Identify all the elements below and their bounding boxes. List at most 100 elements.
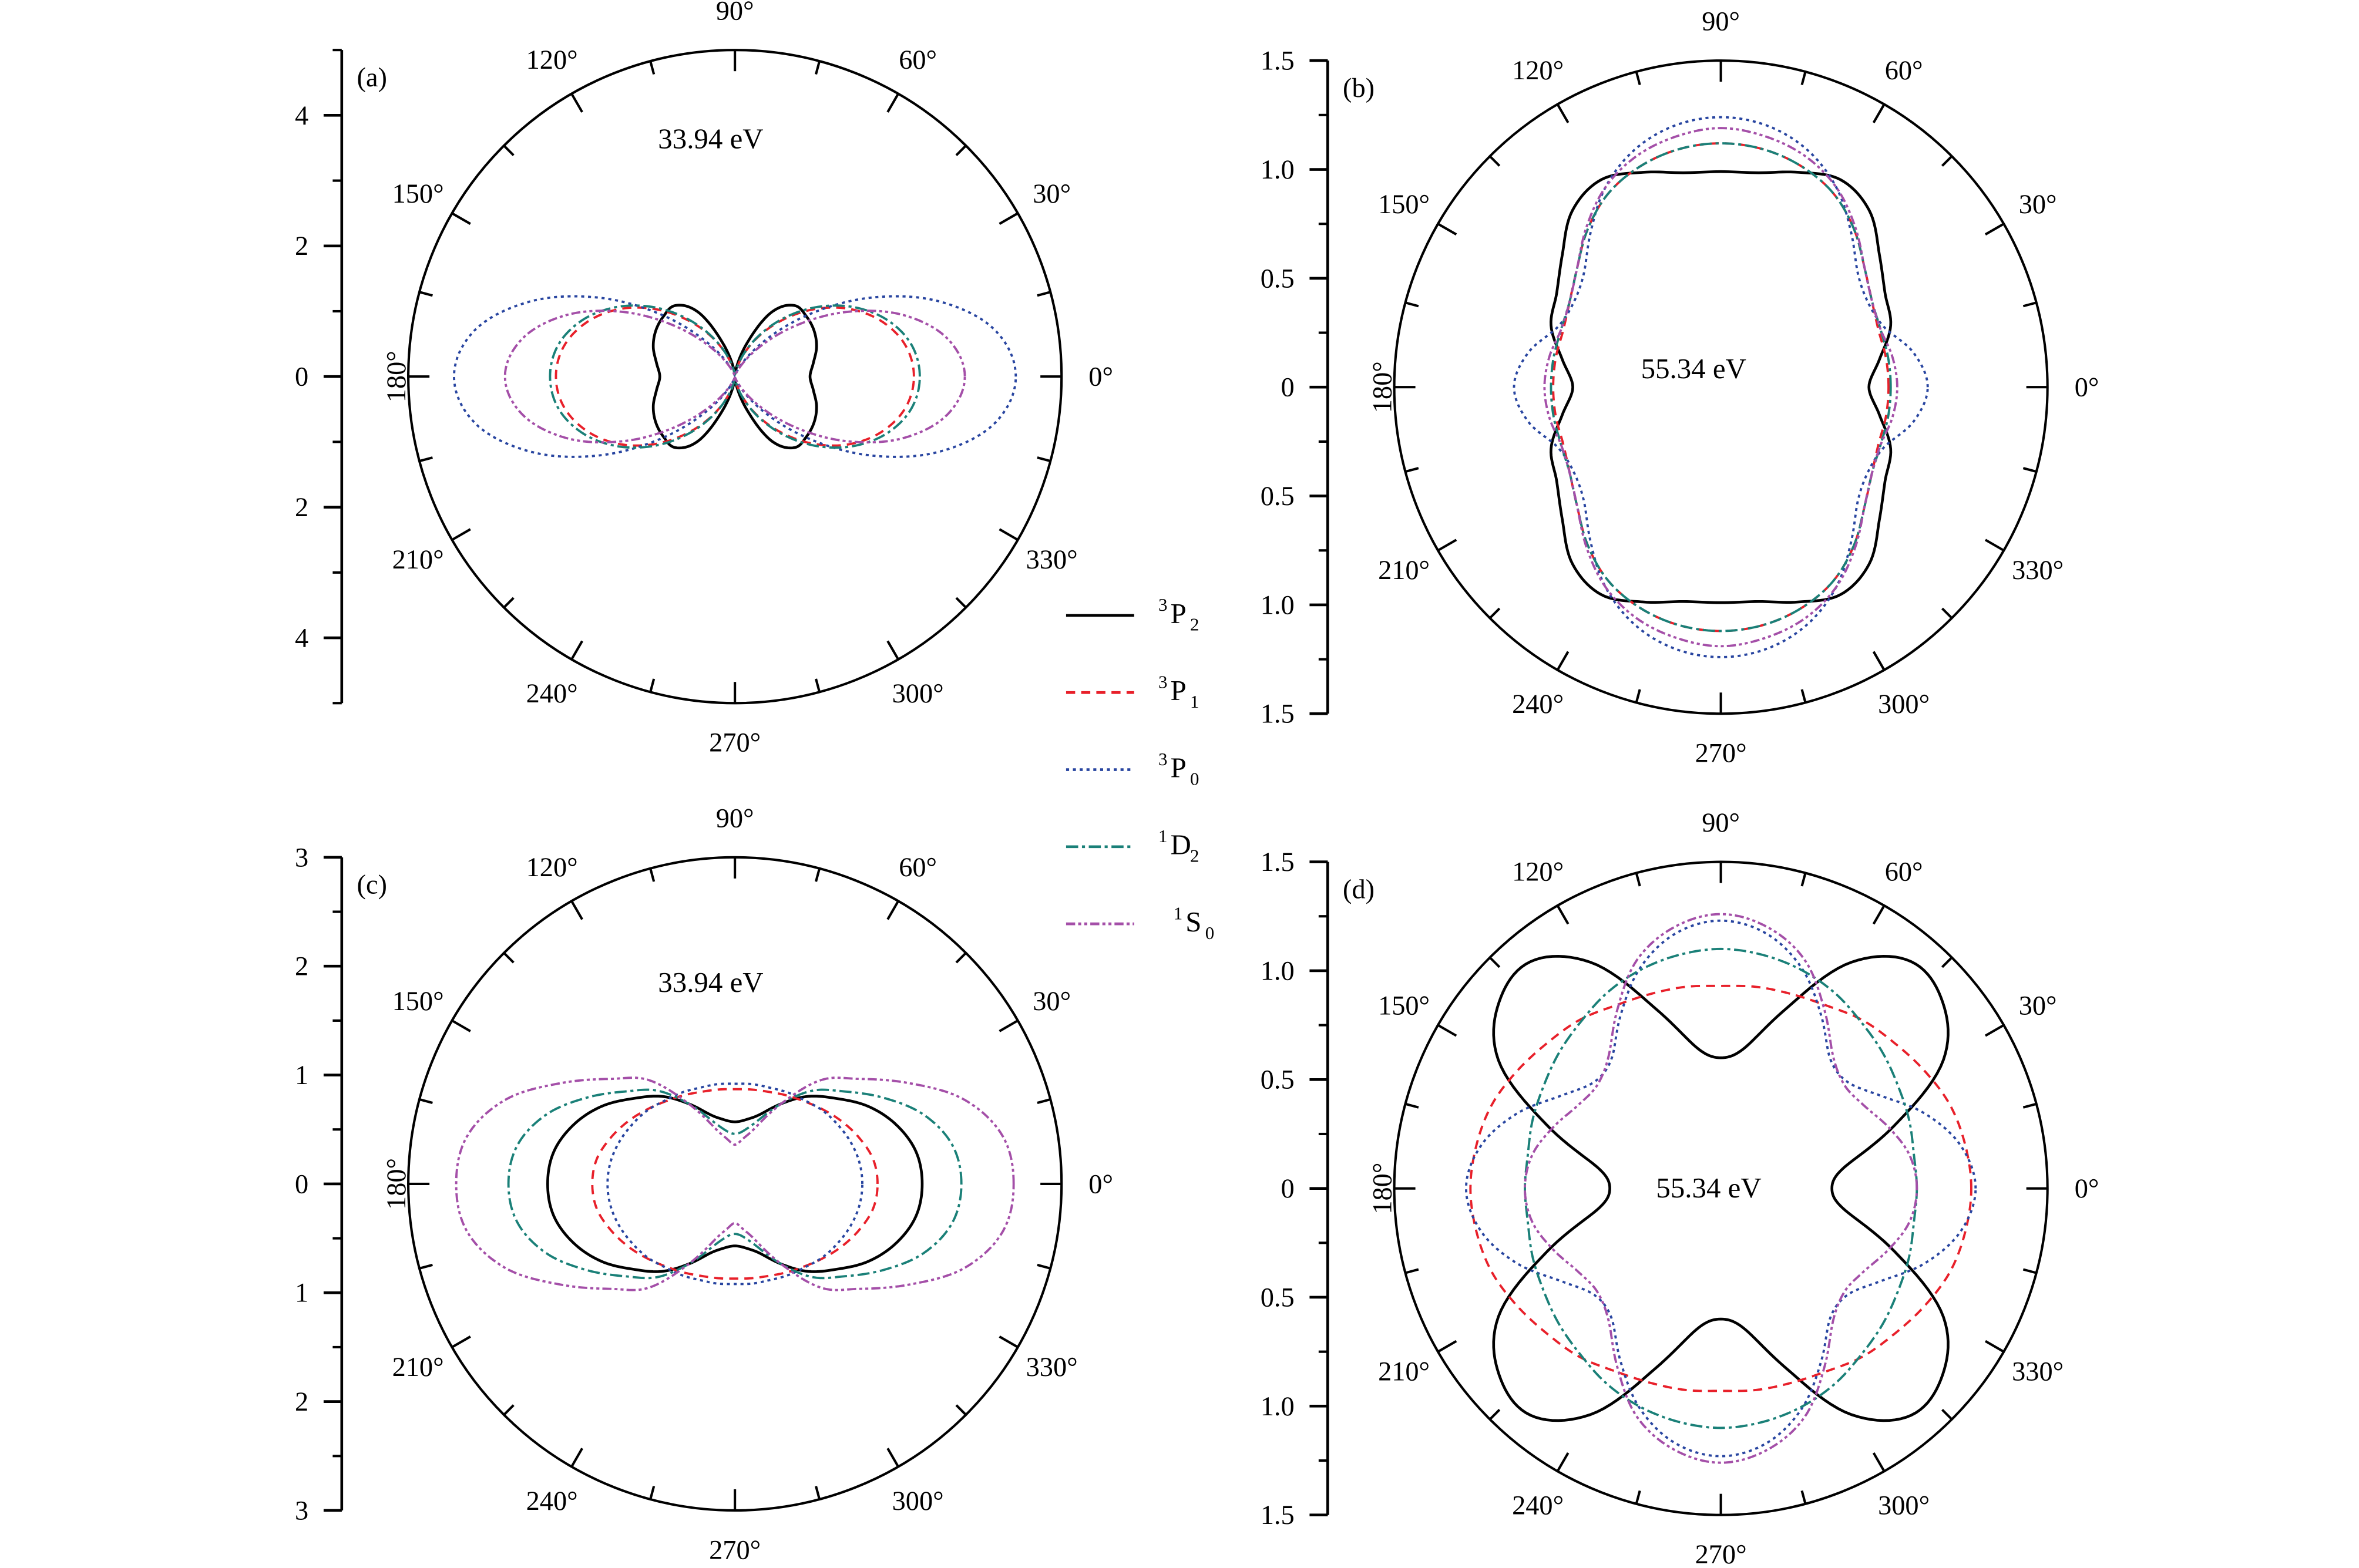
angular-tick [999, 1019, 1019, 1032]
series-curve-S0-1 [455, 1076, 1015, 1291]
radial-axis-tick-label: 1.5 [1261, 699, 1295, 729]
angular-tick [1941, 956, 1953, 968]
radial-axis-tick-label: 2 [295, 1387, 308, 1417]
angle-label: 120° [526, 45, 578, 75]
angle-label: 60° [899, 853, 937, 883]
panel-a: 0° 30° 60° 90° 120° 150° 180° 210° 240° 270° 300° 3… [295, 0, 1113, 758]
radial-axis-tick-label: 0.5 [1261, 1065, 1295, 1095]
legend-superscript: 3 [1158, 672, 1167, 692]
angular-tick [503, 1404, 515, 1416]
angular-tick [649, 60, 656, 75]
series-curve-P2-3 [546, 1095, 924, 1273]
radial-axis-tick-label: 1.5 [1261, 847, 1295, 877]
angular-tick [955, 144, 967, 156]
angular-tick [1488, 607, 1501, 619]
angle-label: 150° [392, 179, 444, 209]
angle-label: 90° [716, 803, 754, 833]
angular-tick [1800, 872, 1807, 887]
angular-tick [1556, 651, 1570, 671]
legend-label: P [1171, 597, 1187, 630]
angular-tick [419, 1098, 433, 1104]
angle-label: 60° [1885, 857, 1923, 887]
radial-axis-tick-label: 1.0 [1261, 956, 1295, 986]
angle-label: 210° [1378, 556, 1430, 586]
angular-tick [1941, 607, 1953, 619]
angular-tick [886, 93, 899, 113]
angle-label: 330° [2012, 1357, 2064, 1387]
angular-tick [815, 868, 821, 882]
angular-tick [2022, 301, 2037, 308]
angle-label: 120° [1512, 857, 1564, 887]
legend-label: D [1171, 829, 1191, 861]
angular-tick [1437, 1340, 1457, 1353]
angle-label: 240° [526, 679, 578, 709]
angular-tick [1635, 71, 1641, 86]
angular-tick [1984, 223, 2005, 236]
series-curve-P0-3 [606, 1082, 863, 1286]
series-curve-D2-1 [507, 1088, 963, 1280]
radial-axis-tick-label: 3 [295, 1496, 308, 1526]
panel-label: (a) [357, 63, 387, 93]
series-curve-S0-1 [1543, 127, 1898, 648]
series-curve-P1-3 [1552, 142, 1890, 632]
angular-tick [815, 678, 821, 692]
angular-tick [570, 1448, 583, 1468]
angular-tick [649, 1486, 656, 1500]
angular-tick [1037, 1263, 1051, 1270]
series-curve-S0-1 [1524, 913, 1918, 1464]
series-curve-P2-3 [651, 304, 818, 450]
series-curve-P0-3 [1513, 116, 1929, 658]
radial-axis-tick-label: 1 [295, 1278, 308, 1308]
angular-tick [1037, 1098, 1051, 1104]
angle-label: 240° [1512, 1491, 1564, 1521]
angle-label: 0° [2075, 373, 2099, 403]
radial-axis-tick-label: 0 [295, 1169, 308, 1199]
angular-tick [999, 528, 1019, 541]
radial-axis-tick-label: 1.0 [1261, 590, 1295, 620]
angular-tick [419, 456, 433, 463]
legend-subscript: 0 [1205, 923, 1214, 943]
radial-axis-tick-label: 1.5 [1261, 1500, 1295, 1530]
panel-b: 0° 30° 60° 90° 120° 150° 180° 210° 240° 270° 300° 3… [1261, 7, 2099, 769]
radial-axis-tick-label: 0 [1281, 1174, 1294, 1204]
series-curve-D2-1 [1524, 947, 1918, 1429]
radial-axis-tick-label: 2 [295, 231, 308, 261]
angular-tick [1800, 689, 1807, 703]
angular-tick [955, 1404, 967, 1416]
legend-subscript: 2 [1190, 846, 1199, 866]
radial-axis-tick-label: 4 [295, 624, 308, 654]
angular-tick [1872, 103, 1886, 123]
angular-tick [503, 952, 515, 964]
radial-axis-tick-label: 0.5 [1261, 264, 1295, 294]
angle-label: 120° [1512, 56, 1564, 86]
angular-tick [886, 640, 899, 660]
angle-label: 300° [892, 679, 944, 709]
series-curve-P1-3 [591, 1088, 879, 1280]
legend-subscript: 1 [1190, 691, 1199, 712]
series-curve-P0-3 [1464, 919, 1977, 1458]
angle-label: 300° [1878, 689, 1930, 719]
angle-label: 180° [382, 351, 412, 402]
angle-label: 210° [1378, 1357, 1430, 1387]
series-curve-P1-3 [1469, 984, 1972, 1392]
angular-tick [649, 868, 656, 882]
angle-label: 0° [1088, 1169, 1113, 1199]
angular-tick [1404, 1268, 1419, 1274]
angular-tick [1488, 1408, 1501, 1421]
angular-tick [1404, 467, 1419, 473]
legend-label: P [1171, 751, 1187, 783]
angular-tick [570, 900, 583, 920]
panel-label: (c) [357, 870, 387, 900]
radial-axis-tick-label: 3 [295, 843, 308, 873]
angular-tick [1635, 1490, 1641, 1505]
angular-tick [1556, 905, 1570, 925]
angle-label: 180° [1367, 361, 1397, 413]
series-curve-D2-1 [549, 304, 921, 449]
angular-tick [1556, 103, 1570, 123]
angle-label: 330° [2012, 556, 2064, 586]
angle-label: 240° [526, 1486, 578, 1516]
angle-label: 120° [526, 853, 578, 883]
